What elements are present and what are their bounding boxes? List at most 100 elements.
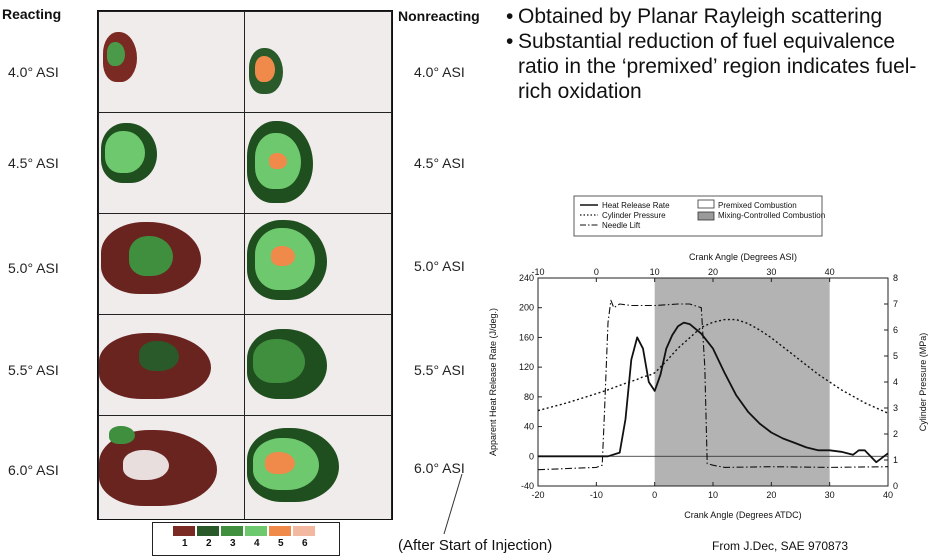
fuel-blob [269, 153, 287, 169]
row-label-right-4: 5.5° ASI [414, 362, 465, 378]
y-tick-label: 80 [524, 392, 534, 402]
color-scale-label-3: 3 [230, 538, 236, 549]
row-label-left-3: 5.0° ASI [8, 260, 59, 276]
x-tick-label: 40 [883, 490, 893, 500]
y2-tick-label: 4 [893, 377, 898, 387]
legend-label-mixing-controlled-text: Mixing-Controlled Combustion [718, 211, 825, 220]
nonreacting-image-4-5 [244, 112, 392, 215]
color-swatch-5 [269, 526, 291, 536]
x2-tick-label: -10 [531, 267, 544, 277]
x-tick-label: 30 [825, 490, 835, 500]
reacting-image-5-5 [98, 314, 246, 417]
x-tick-label: 0 [652, 490, 657, 500]
row-label-left-5: 6.0° ASI [8, 462, 59, 478]
figure-caption: (After Start of Injection) [398, 537, 553, 554]
heat-release-chart: Heat Release Rate Cylinder Pressure Need… [488, 195, 928, 520]
nonreacting-image-6-0 [244, 415, 392, 519]
legend-label-premixed: Premixed Combustion [718, 201, 797, 210]
fuel-blob [253, 339, 305, 383]
rayleigh-image-panel [97, 10, 393, 520]
y-tick-label: 120 [519, 362, 534, 372]
color-scale-label-4: 4 [254, 538, 260, 549]
x-tick-label: -10 [590, 490, 603, 500]
x-axis-title: Crank Angle (Degrees ATDC) [684, 510, 801, 520]
y-axis-title: Apparent Heat Release Rate (J/deg.) [488, 308, 498, 456]
y2-tick-label: 3 [893, 403, 898, 413]
y2-tick-label: 7 [893, 299, 898, 309]
bullet-item-1: Obtained by Planar Rayleigh scattering [506, 4, 926, 29]
y2-tick-label: 8 [893, 273, 898, 283]
reacting-image-5-0 [98, 213, 246, 316]
bullet-item-2: Substantial reduction of fuel equivalenc… [506, 29, 926, 104]
y2-axis-title: Cylinder Pressure (MPa) [918, 333, 928, 432]
y2-tick-label: 2 [893, 429, 898, 439]
color-scale-bar: 1 2 3 4 5 6 [152, 522, 340, 556]
y-tick-label: 0 [529, 451, 534, 461]
cylinder-pressure-line [537, 318, 889, 414]
x2-tick-label: 10 [650, 267, 660, 277]
fuel-blob [271, 246, 295, 266]
x2-tick-label: 30 [766, 267, 776, 277]
caption-pointer-line [443, 473, 463, 535]
x-tick-label: 10 [708, 490, 718, 500]
source-citation: From J.Dec, SAE 970873 [712, 539, 849, 553]
legend-swatch-premixed [697, 199, 715, 209]
color-scale-label-6: 6 [302, 538, 308, 549]
nonreacting-image-5-0 [244, 213, 392, 316]
reacting-header: Reacting [2, 6, 62, 22]
x-tick-label: 20 [766, 490, 776, 500]
reacting-image-4-5 [98, 112, 246, 215]
y-tick-label: 200 [519, 303, 534, 313]
row-label-left-4: 5.5° ASI [8, 362, 59, 378]
color-scale-label-5: 5 [278, 538, 284, 549]
y-tick-label: 160 [519, 332, 534, 342]
y2-tick-label: 6 [893, 325, 898, 335]
fuel-blob [109, 426, 135, 444]
x2-tick-label: 0 [594, 267, 599, 277]
row-label-right-3: 5.0° ASI [414, 258, 465, 274]
bullet-list: Obtained by Planar Rayleigh scattering S… [506, 4, 926, 104]
heat-release-rate-line [538, 321, 889, 464]
color-scale-label-1: 1 [182, 538, 188, 549]
fuel-blob [265, 452, 295, 474]
y2-tick-label: 1 [893, 455, 898, 465]
legend-label-mixing-controlled: Mixing-Controlled Combustion [718, 211, 825, 220]
y-tick-label: 240 [519, 273, 534, 283]
nonreacting-image-5-5 [244, 314, 392, 417]
row-label-right-5: 6.0° ASI [414, 460, 465, 476]
x2-axis-title: Crank Angle (Degrees ASI) [689, 252, 797, 262]
x-tick-label: -20 [531, 490, 544, 500]
legend-label-needle-lift: Needle Lift [602, 221, 641, 230]
x2-tick-label: 40 [825, 267, 835, 277]
color-swatch-3 [221, 526, 243, 536]
reacting-image-6-0 [98, 415, 246, 519]
color-swatch-2 [197, 526, 219, 536]
plot-layer: -20 -10 0 10 20 30 40-10 0 10 20 30 40-400408012016… [519, 267, 898, 500]
reacting-image-4-0 [98, 11, 246, 114]
legend-label-heat-release: Heat Release Rate [602, 201, 670, 210]
row-label-right-1: 4.0° ASI [414, 64, 465, 80]
fuel-blob [107, 42, 125, 66]
y-tick-label: 40 [524, 422, 534, 432]
legend-label-cylinder-pressure: Cylinder Pressure [602, 211, 666, 220]
row-label-left-1: 4.0° ASI [8, 64, 59, 80]
fuel-blob [139, 341, 179, 371]
y2-tick-label: 0 [893, 481, 898, 491]
nonreacting-header: Nonreacting [398, 8, 480, 24]
fuel-blob [123, 450, 169, 480]
fuel-blob [129, 236, 173, 276]
nonreacting-image-4-0 [244, 11, 392, 114]
row-label-right-2: 4.5° ASI [414, 155, 465, 171]
color-swatch-4 [245, 526, 267, 536]
row-label-left-2: 4.5° ASI [8, 155, 59, 171]
x2-tick-label: 20 [708, 267, 718, 277]
y-tick-label: -40 [521, 481, 534, 491]
color-swatch-1 [173, 526, 195, 536]
color-scale-label-2: 2 [206, 538, 212, 549]
fuel-blob [105, 131, 145, 173]
legend-swatch-mixing-controlled [697, 211, 715, 221]
y2-tick-label: 5 [893, 351, 898, 361]
color-swatch-6 [293, 526, 315, 536]
fuel-blob [255, 56, 275, 82]
mixing-controlled-region [654, 278, 830, 486]
